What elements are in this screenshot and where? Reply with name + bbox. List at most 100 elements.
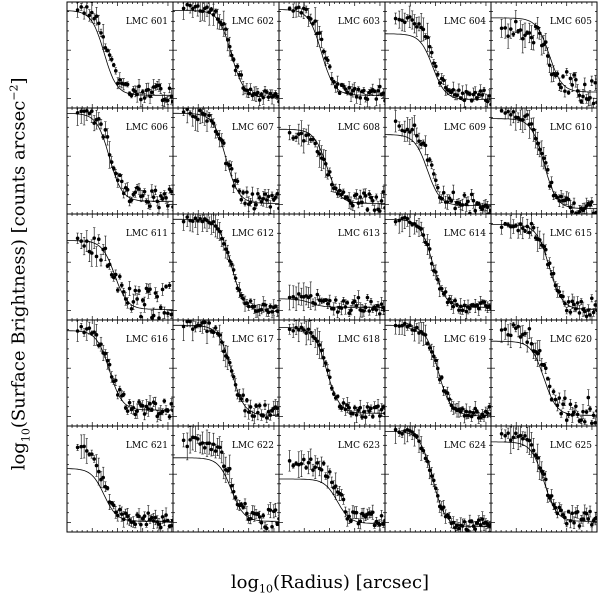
data-point: [267, 410, 271, 414]
data-point: [403, 322, 407, 326]
data-point: [415, 25, 419, 29]
data-point: [118, 275, 122, 279]
data-point: [247, 305, 251, 309]
data-point: [166, 204, 170, 208]
data-point: [152, 195, 156, 199]
data-point: [451, 305, 455, 309]
data-point: [212, 220, 216, 224]
data-point: [222, 141, 226, 145]
data-point: [92, 236, 96, 240]
data-point: [239, 397, 243, 401]
data-point: [380, 199, 384, 203]
data-point: [79, 5, 83, 9]
data-point: [122, 290, 126, 294]
data-point: [473, 209, 477, 213]
data-point: [326, 302, 330, 306]
panel: LMC 603: [279, 0, 387, 108]
data-point: [226, 251, 230, 255]
data-point: [274, 195, 278, 199]
data-point: [552, 272, 556, 276]
data-point: [509, 27, 513, 31]
data-point: [108, 363, 112, 367]
data-point: [500, 225, 504, 229]
data-point: [578, 311, 582, 315]
data-points: [394, 205, 493, 319]
data-point: [182, 110, 186, 114]
data-point: [592, 102, 596, 106]
data-point: [376, 404, 380, 408]
data-point: [344, 87, 348, 91]
data-point: [214, 326, 218, 330]
data-point: [302, 139, 306, 143]
data-point: [572, 303, 576, 307]
data-point: [254, 203, 258, 207]
data-point: [592, 311, 596, 315]
data-points: [76, 0, 175, 107]
data-point: [550, 181, 554, 185]
data-point: [126, 83, 130, 87]
data-point: [500, 109, 504, 113]
data-point: [415, 134, 419, 138]
data-point: [394, 119, 398, 123]
data-point: [475, 97, 479, 101]
data-point: [434, 65, 438, 69]
data-point: [161, 410, 165, 414]
data-point: [446, 301, 450, 305]
data-point: [307, 133, 311, 137]
data-point: [344, 408, 348, 412]
data-point: [344, 305, 348, 309]
data-point: [588, 96, 592, 100]
data-point: [108, 153, 112, 157]
data-point: [590, 79, 594, 83]
data-point: [532, 226, 536, 230]
data-point: [362, 89, 366, 93]
data-point: [463, 414, 467, 418]
data-point: [132, 406, 136, 410]
data-point: [291, 329, 295, 333]
data-point: [238, 288, 242, 292]
data-point: [371, 199, 375, 203]
data-point: [432, 172, 436, 176]
data-point: [150, 189, 154, 193]
data-point: [544, 40, 548, 44]
panel-label: LMC 613: [338, 229, 380, 239]
data-point: [112, 63, 116, 67]
data-point: [406, 217, 410, 221]
data-point: [570, 210, 574, 214]
data-point: [252, 207, 256, 211]
data-point: [590, 296, 594, 300]
data-point: [76, 236, 80, 240]
data-point: [440, 197, 444, 201]
data-point: [576, 301, 580, 305]
data-point: [141, 90, 145, 94]
data-point: [358, 96, 362, 100]
data-point: [101, 135, 105, 139]
data-point: [436, 186, 440, 190]
data-point: [168, 284, 172, 288]
data-point: [349, 308, 353, 312]
data-point: [355, 193, 359, 197]
data-point: [542, 156, 546, 160]
data-point: [557, 199, 561, 203]
data-point: [373, 89, 377, 93]
data-point: [168, 86, 172, 90]
data-point: [245, 88, 249, 92]
data-point: [351, 412, 355, 416]
data-point: [567, 300, 571, 304]
data-point: [330, 386, 334, 390]
data-point: [587, 308, 591, 312]
data-point: [79, 325, 83, 329]
data-point: [85, 5, 89, 9]
data-point: [116, 393, 120, 397]
data-point: [258, 404, 262, 408]
data-point: [256, 192, 260, 196]
data-point: [355, 95, 359, 99]
data-point: [334, 187, 338, 191]
data-point: [241, 191, 245, 195]
data-point: [417, 22, 421, 26]
data-point: [267, 195, 271, 199]
data-point: [417, 139, 421, 143]
data-point: [563, 302, 567, 306]
data-point: [114, 379, 118, 383]
data-point: [574, 78, 578, 82]
